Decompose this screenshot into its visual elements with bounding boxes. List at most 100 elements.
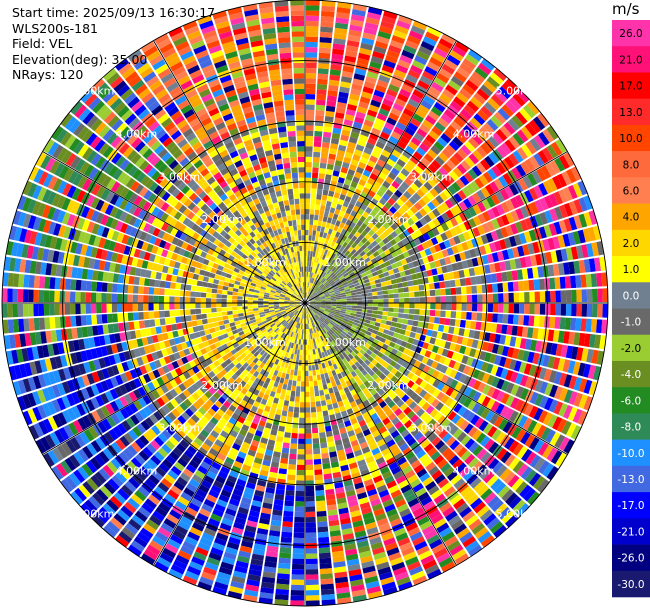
velocity-cell — [276, 278, 282, 284]
velocity-cell — [504, 156, 515, 169]
velocity-cell — [429, 188, 439, 198]
velocity-cell — [271, 324, 277, 330]
velocity-cell — [281, 152, 290, 159]
velocity-cell — [279, 308, 286, 311]
velocity-cell — [315, 199, 321, 205]
velocity-cell — [205, 358, 213, 366]
velocity-cell — [231, 225, 239, 233]
velocity-cell — [288, 269, 293, 276]
velocity-cell — [210, 547, 224, 557]
velocity-cell — [204, 412, 213, 421]
velocity-cell — [35, 152, 47, 167]
velocity-cell — [301, 271, 304, 278]
velocity-cell — [334, 22, 349, 30]
velocity-cell — [280, 282, 286, 287]
velocity-cell — [285, 323, 290, 329]
velocity-cell — [349, 221, 356, 229]
velocity-cell — [297, 344, 301, 350]
velocity-cell — [428, 86, 441, 97]
velocity-cell — [341, 235, 348, 242]
velocity-cell — [273, 352, 279, 359]
velocity-cell — [54, 316, 61, 329]
velocity-cell — [170, 275, 178, 283]
velocity-cell — [527, 242, 535, 255]
velocity-cell — [16, 243, 24, 258]
velocity-cell — [334, 291, 341, 295]
velocity-cell — [331, 301, 337, 303]
velocity-cell — [302, 255, 305, 262]
velocity-cell — [174, 95, 187, 106]
velocity-cell — [229, 470, 239, 479]
velocity-cell — [112, 273, 120, 283]
velocity-cell — [90, 118, 103, 132]
velocity-cell — [329, 293, 336, 297]
velocity-cell — [64, 303, 71, 315]
velocity-cell — [229, 206, 238, 214]
velocity-cell — [239, 343, 246, 349]
velocity-cell — [351, 242, 358, 249]
velocity-cell — [197, 465, 208, 475]
velocity-cell — [239, 52, 253, 61]
velocity-cell — [494, 262, 501, 273]
velocity-cell — [387, 171, 397, 181]
velocity-cell — [271, 456, 280, 463]
velocity-cell — [398, 253, 406, 261]
velocity-cell — [250, 467, 260, 475]
velocity-cell — [404, 243, 412, 251]
velocity-cell — [313, 219, 318, 226]
velocity-cell — [295, 322, 299, 328]
velocity-cell — [273, 283, 279, 288]
velocity-cell — [107, 115, 120, 128]
velocity-cell — [345, 207, 353, 215]
velocity-cell — [309, 283, 313, 289]
velocity-cell — [27, 215, 37, 230]
velocity-cell — [213, 480, 224, 489]
velocity-cell — [305, 99, 315, 105]
velocity-cell — [329, 74, 341, 82]
velocity-cell — [254, 315, 261, 319]
velocity-cell — [309, 277, 312, 283]
velocity-cell — [475, 129, 487, 142]
velocity-cell — [96, 303, 102, 314]
velocity-cell — [300, 261, 303, 267]
velocity-cell — [406, 159, 417, 169]
velocity-cell — [167, 106, 180, 117]
velocity-cell — [173, 352, 181, 360]
velocity-cell — [353, 269, 360, 275]
velocity-cell — [535, 253, 543, 266]
velocity-cell — [76, 217, 86, 230]
velocity-cell — [234, 190, 242, 198]
velocity-cell — [315, 235, 319, 242]
velocity-cell — [229, 150, 239, 159]
velocity-cell — [134, 510, 148, 523]
velocity-cell — [54, 162, 65, 177]
velocity-cell — [510, 197, 520, 209]
velocity-cell — [193, 44, 207, 55]
velocity-cell — [84, 93, 98, 107]
velocity-cell — [463, 172, 474, 183]
velocity-cell — [294, 301, 300, 303]
velocity-cell — [549, 277, 556, 290]
velocity-cell — [413, 285, 420, 292]
velocity-cell — [176, 167, 186, 177]
velocity-cell — [281, 255, 286, 262]
velocity-cell — [54, 429, 65, 444]
velocity-cell — [244, 111, 255, 119]
velocity-cell — [288, 275, 292, 282]
velocity-cell — [356, 247, 364, 254]
velocity-cell — [224, 323, 231, 329]
velocity-cell — [391, 262, 398, 269]
velocity-cell — [207, 189, 216, 198]
velocity-cell — [329, 223, 335, 230]
velocity-cell — [341, 296, 347, 300]
velocity-cell — [292, 380, 297, 387]
velocity-cell — [333, 165, 342, 172]
velocity-cell — [152, 535, 166, 547]
velocity-cell — [52, 414, 63, 428]
velocity-cell — [213, 321, 220, 328]
velocity-cell — [563, 152, 575, 167]
velocity-cell — [237, 506, 249, 515]
velocity-cell — [14, 258, 22, 272]
velocity-cell — [247, 305, 254, 309]
velocity-cell — [250, 505, 261, 513]
